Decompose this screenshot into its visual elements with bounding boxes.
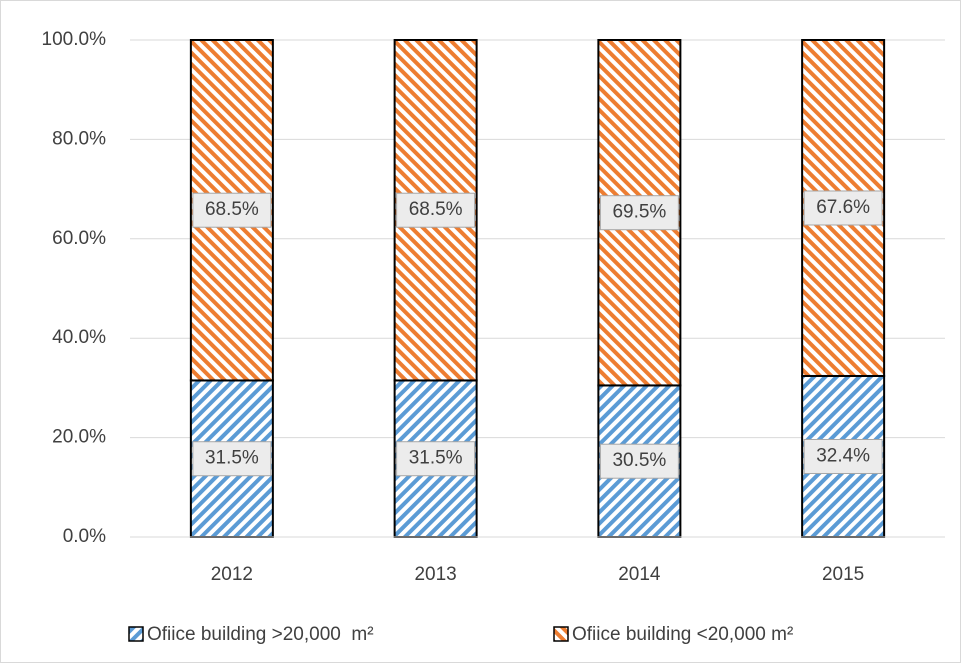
data-label-box: [599, 443, 679, 479]
data-label: 31.5%: [409, 448, 463, 469]
data-label: 69.5%: [612, 202, 666, 223]
x-tick-label: 2012: [211, 564, 253, 585]
y-tick-label: 60.0%: [52, 228, 106, 249]
data-label: 68.5%: [409, 199, 463, 220]
data-label-box: [599, 195, 679, 231]
y-tick-label: 20.0%: [52, 427, 106, 448]
y-tick-label: 100.0%: [42, 29, 107, 50]
data-label: 31.5%: [205, 448, 259, 469]
data-label-box: [803, 438, 883, 474]
legend-swatch: [553, 626, 569, 642]
legend-swatch: [128, 626, 144, 642]
data-label: 67.6%: [816, 197, 870, 218]
data-label: 68.5%: [205, 199, 259, 220]
data-label-box: [396, 192, 476, 228]
data-label-box: [192, 441, 272, 477]
data-label-box: [803, 190, 883, 226]
legend-label: Ofiice building <20,000 m²: [572, 624, 793, 645]
data-label: 30.5%: [612, 450, 666, 471]
y-tick-label: 40.0%: [52, 327, 106, 348]
y-tick-label: 0.0%: [63, 526, 106, 547]
y-tick-label: 80.0%: [52, 128, 106, 149]
data-label: 32.4%: [816, 446, 870, 467]
data-label-box: [396, 441, 476, 477]
x-tick-label: 2015: [822, 564, 864, 585]
legend-label: Ofiice building >20,000 m²: [147, 624, 374, 645]
data-label-box: [192, 192, 272, 228]
x-tick-label: 2013: [414, 564, 456, 585]
x-tick-label: 2014: [618, 564, 661, 585]
